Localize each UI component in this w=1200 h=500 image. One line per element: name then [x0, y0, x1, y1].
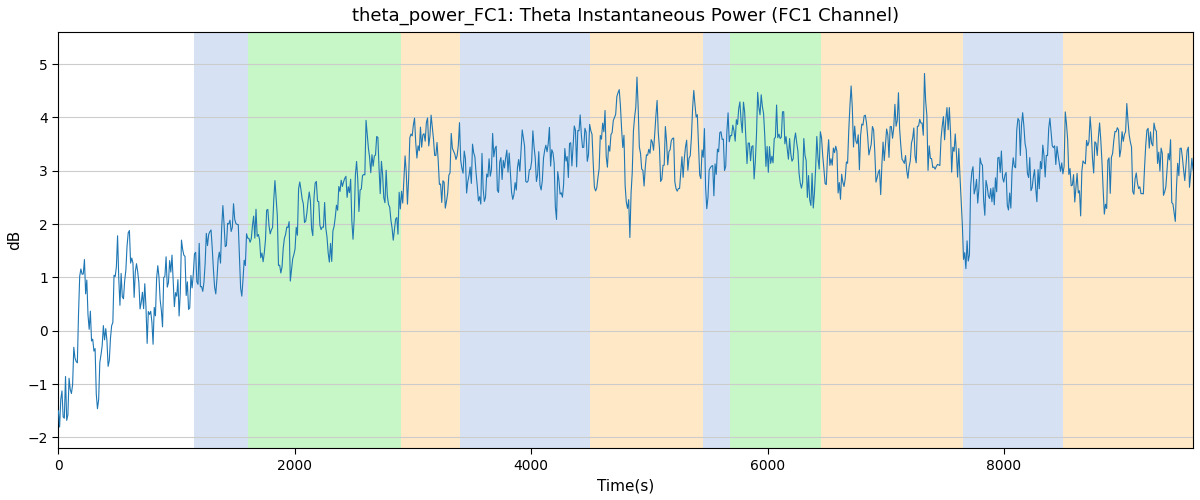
Bar [821, 32, 962, 448]
Bar [730, 32, 821, 448]
Bar [247, 32, 401, 448]
Bar [194, 32, 247, 448]
Y-axis label: dB: dB [7, 230, 22, 250]
Bar [1063, 32, 1193, 448]
Bar [702, 32, 730, 448]
Title: theta_power_FC1: Theta Instantaneous Power (FC1 Channel): theta_power_FC1: Theta Instantaneous Pow… [352, 7, 899, 25]
Bar [962, 32, 1063, 448]
X-axis label: Time(s): Time(s) [598, 478, 654, 493]
Bar [461, 32, 590, 448]
Bar [401, 32, 461, 448]
Bar [590, 32, 702, 448]
